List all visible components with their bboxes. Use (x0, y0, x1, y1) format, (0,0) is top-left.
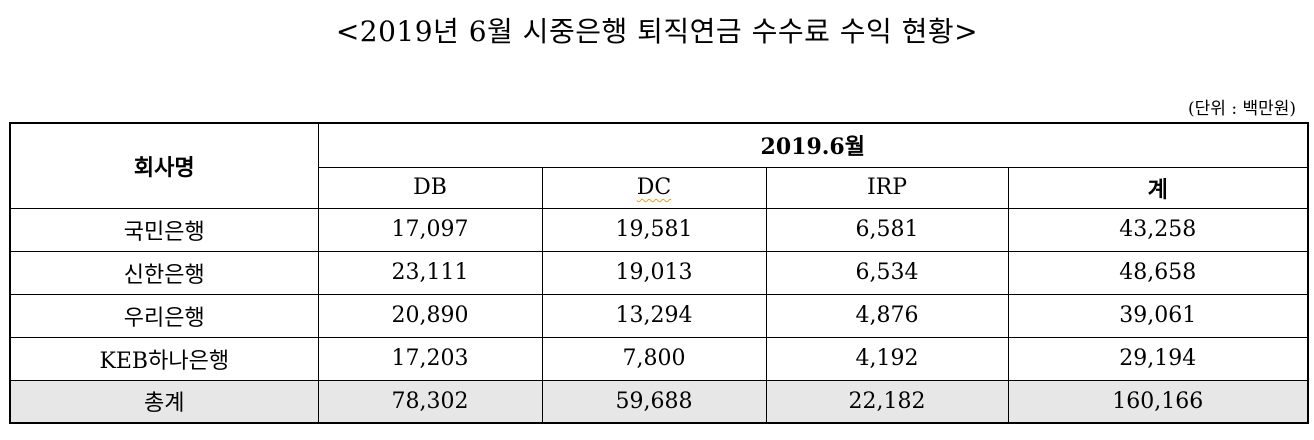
column-header-dc-text: DC (636, 175, 672, 200)
cell-irp: 4,192 (765, 336, 1009, 381)
cell-irp: 4,876 (765, 293, 1009, 338)
company-header: 회사명 (9, 122, 319, 209)
cell-total: 48,658 (1007, 250, 1309, 295)
total-row: 총계 78,302 59,688 22,182 160,166 (9, 379, 1309, 424)
period-header: 2019.6월 (317, 122, 1309, 168)
column-header-total: 계 (1007, 166, 1309, 209)
row-company-name: 우리은행 (9, 293, 319, 338)
column-header-irp: IRP (765, 166, 1009, 209)
row-company-name: KEB하나은행 (9, 336, 319, 381)
cell-db: 20,890 (317, 293, 543, 338)
row-company-name: 신한은행 (9, 250, 319, 295)
row-company-name-text: KEB하나은행 (99, 348, 230, 374)
cell-total: 43,258 (1007, 207, 1309, 252)
cell-db: 23,111 (317, 250, 543, 295)
cell-dc: 19,013 (541, 250, 767, 295)
cell-dc: 19,581 (541, 207, 767, 252)
total-dc: 59,688 (541, 379, 767, 424)
total-label: 총계 (9, 379, 319, 424)
table-row: 국민은행 17,097 19,581 6,581 43,258 (9, 207, 1309, 252)
fee-revenue-table: 회사명 2019.6월 DB DC IRP 계 국민은행 17,097 19,5… (9, 122, 1309, 424)
page-title: <2019년 6월 시중은행 퇴직연금 수수료 수익 현황> (335, 15, 979, 48)
header-row-period: 회사명 2019.6월 (9, 122, 1309, 209)
cell-irp: 6,581 (765, 207, 1009, 252)
total-sum: 160,166 (1007, 379, 1309, 424)
unit-label: (단위 : 백만원) (1188, 99, 1296, 119)
cell-total: 39,061 (1007, 293, 1309, 338)
row-company-name: 국민은행 (9, 207, 319, 252)
total-db: 78,302 (317, 379, 543, 424)
cell-dc: 13,294 (541, 293, 767, 338)
total-irp: 22,182 (765, 379, 1009, 424)
cell-db: 17,097 (317, 207, 543, 252)
cell-dc: 7,800 (541, 336, 767, 381)
table-row: 신한은행 23,111 19,013 6,534 48,658 (9, 250, 1309, 295)
cell-total: 29,194 (1007, 336, 1309, 381)
column-header-db: DB (317, 166, 543, 209)
table-row: KEB하나은행 17,203 7,800 4,192 29,194 (9, 336, 1309, 381)
cell-db: 17,203 (317, 336, 543, 381)
cell-irp: 6,534 (765, 250, 1009, 295)
table-row: 우리은행 20,890 13,294 4,876 39,061 (9, 293, 1309, 338)
column-header-dc: DC (541, 166, 767, 209)
